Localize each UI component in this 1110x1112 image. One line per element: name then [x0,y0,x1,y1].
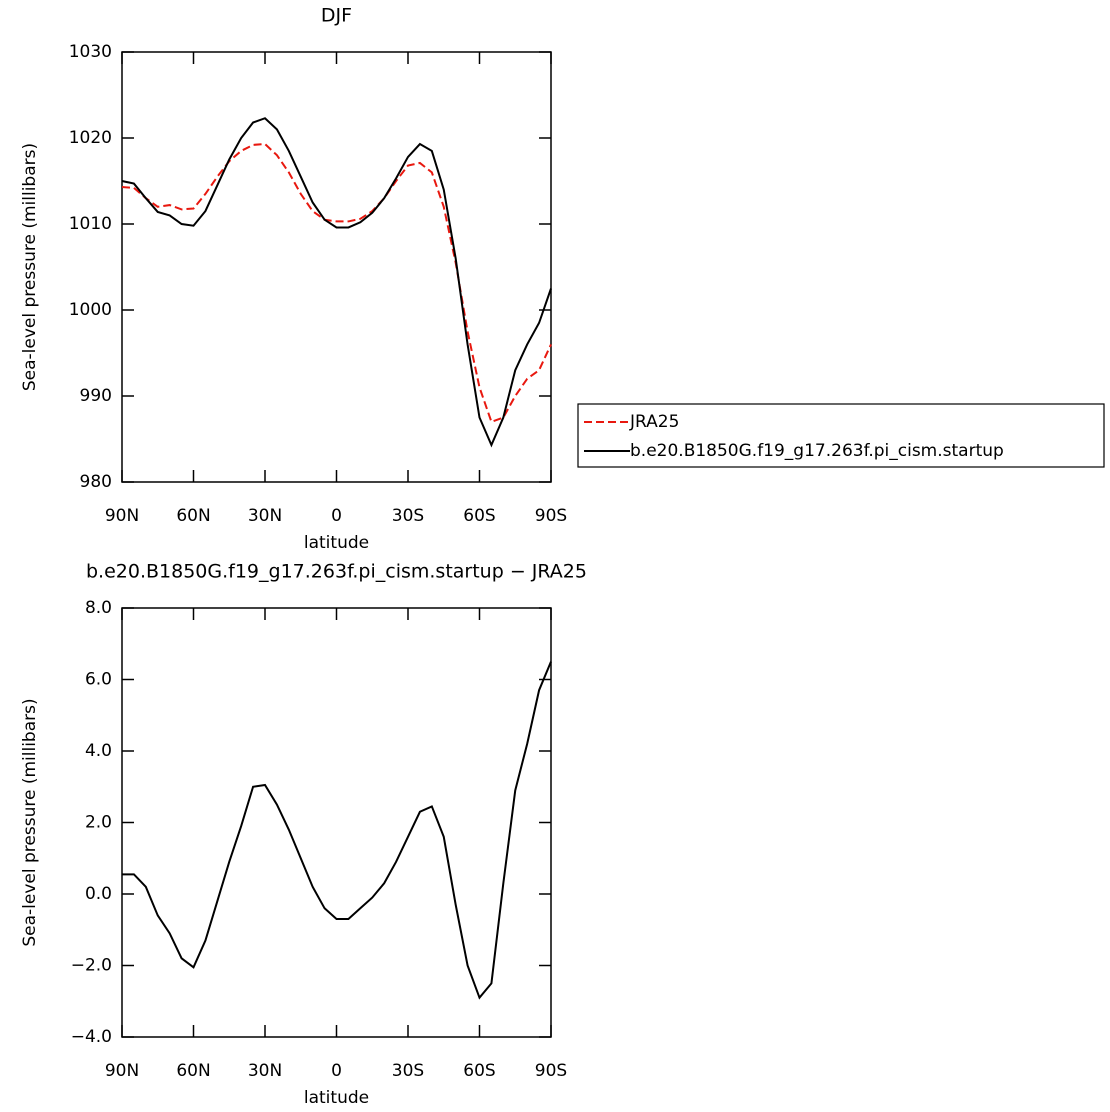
plot-frame [121,607,552,1038]
x-tick-label: 90N [105,1061,139,1081]
x-tick-label: 60N [176,1061,210,1081]
x-tick-label: 30N [248,1061,282,1081]
x-tick-label: 90S [535,1061,567,1081]
y-tick-label: 0.0 [85,884,112,904]
y-tick-label: 1010 [69,214,112,234]
y-tick-label: 1000 [69,300,112,320]
y-tick-label: 4.0 [85,741,112,761]
x-tick-label: 60N [176,506,210,526]
y-tick-label: −4.0 [71,1027,112,1047]
chart-title: b.e20.B1850G.f19_g17.263f.pi_cism.startu… [86,561,587,583]
data-line [121,142,552,424]
legend-box [577,403,1105,468]
x-tick-label: 0 [331,1061,342,1081]
y-tick-label: 990 [80,386,112,406]
x-tick-label: 30N [248,506,282,526]
chart-title: DJF [321,5,352,27]
y-tick-label: 1020 [69,128,112,148]
y-tick-label: 980 [80,472,112,492]
x-tick-label: 30S [392,1061,424,1081]
y-tick-label: 6.0 [85,670,112,690]
data-line [121,117,552,448]
x-tick-label: 90N [105,506,139,526]
x-axis-label: latitude [304,1088,369,1108]
x-tick-label: 30S [392,506,424,526]
y-tick-label: 8.0 [85,598,112,618]
y-axis-label: Sea-level pressure (millibars) [20,698,40,946]
data-line [122,661,552,1000]
x-tick-label: 90S [535,506,567,526]
x-axis-label: latitude [304,533,369,553]
y-axis-label: Sea-level pressure (millibars) [20,143,40,391]
y-tick-label: 2.0 [85,813,112,833]
x-tick-label: 60S [463,506,495,526]
plot-frame [121,51,552,483]
x-tick-label: 60S [463,1061,495,1081]
legend-label: b.e20.B1850G.f19_g17.263f.pi_cism.startu… [630,441,1004,461]
legend-label: JRA25 [629,412,679,432]
y-tick-label: 1030 [69,42,112,62]
y-tick-label: −2.0 [71,956,112,976]
x-tick-label: 0 [331,506,342,526]
